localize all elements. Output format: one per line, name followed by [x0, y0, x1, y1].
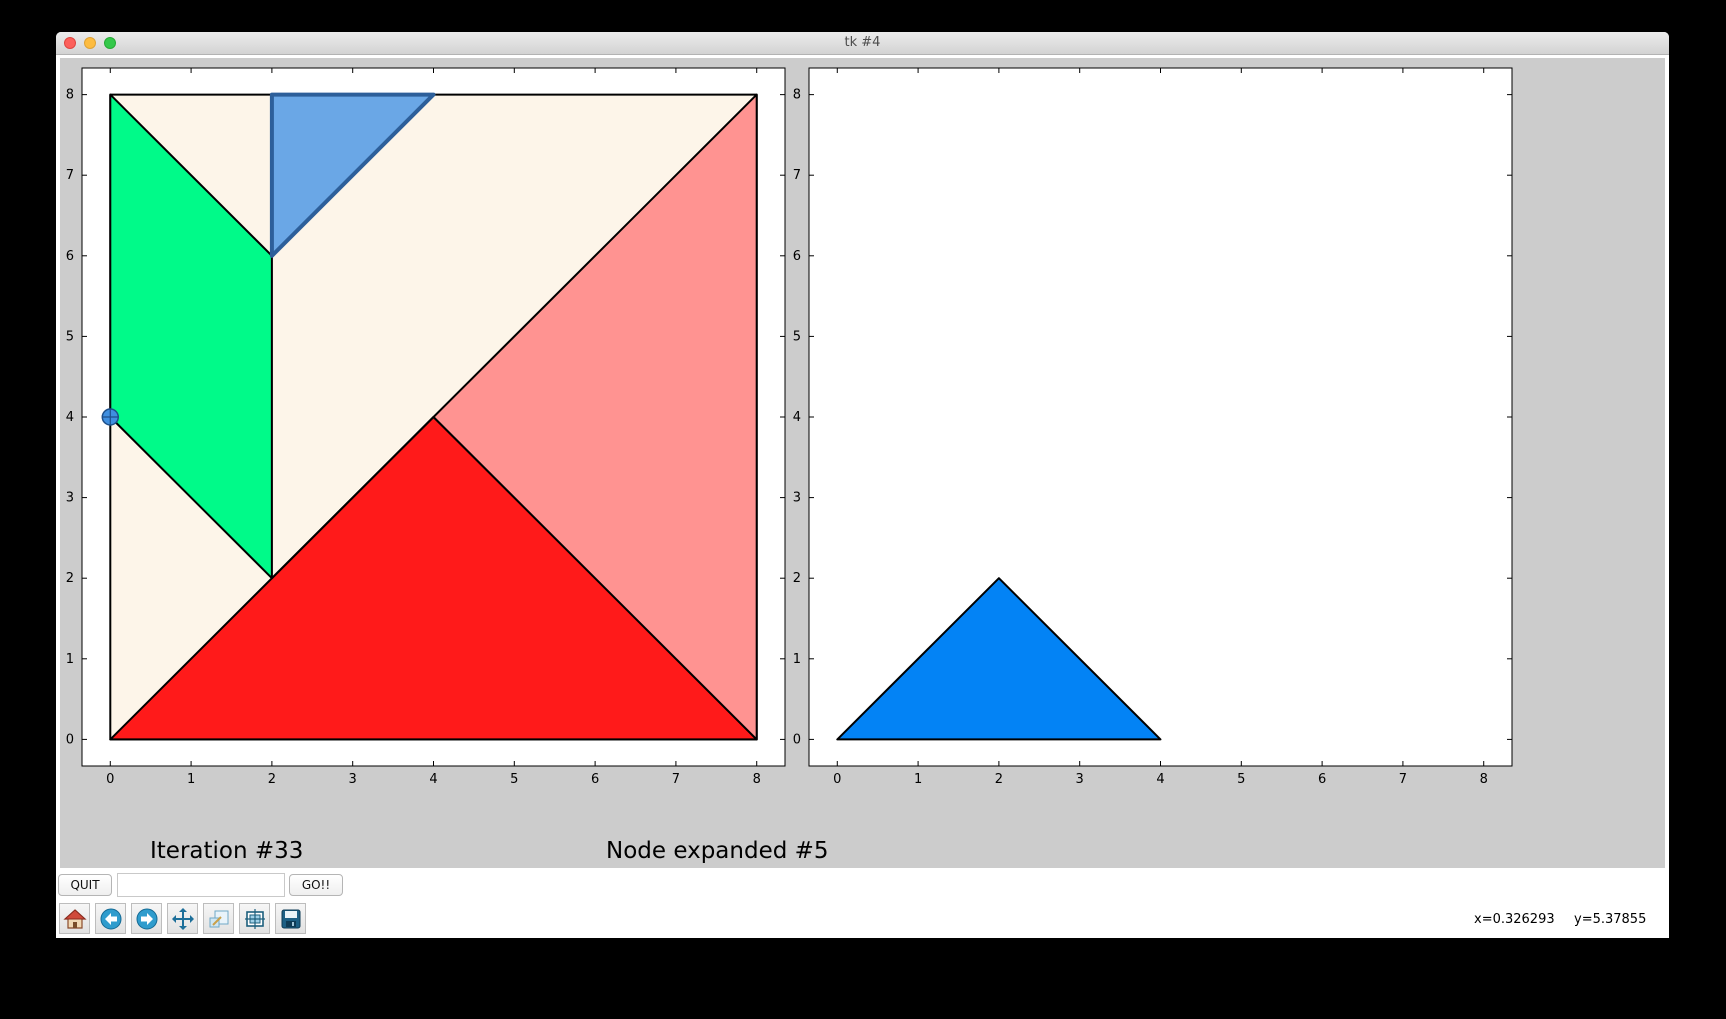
x-coordinate-readout: x=0.326293 [1474, 912, 1555, 927]
maximize-window-button[interactable] [104, 37, 116, 49]
x-tick-label: 4 [429, 772, 437, 787]
y-tick-label: 0 [793, 732, 801, 747]
y-tick-label: 2 [793, 571, 801, 586]
navigation-toolbar: x=0.326293 y=5.37855 [56, 901, 1669, 938]
x-tick-label: 8 [1480, 772, 1488, 787]
figure-svg[interactable]: 0 1 2 3 4 5 6 7 8 0 1 2 3 4 5 6 7 8 0 1 2 3 4 5 6 7 8 0 1 2 3 4 5 6 7 8 It… [60, 58, 1665, 868]
board-axes[interactable]: 0 1 2 3 4 5 6 7 8 0 1 2 3 4 5 6 7 8 [66, 67, 786, 787]
y-tick-label: 6 [66, 249, 74, 264]
y-tick-label: 8 [793, 88, 801, 103]
x-tick-label: 4 [1156, 772, 1164, 787]
home-icon [62, 908, 87, 929]
quit-button[interactable]: QUIT [58, 874, 112, 896]
x-tick-label: 6 [1318, 772, 1326, 787]
y-tick-label: 5 [793, 329, 801, 344]
piece-medium-triangle [836, 577, 1162, 741]
y-tick-label: 0 [66, 732, 74, 747]
y-tick-label: 7 [66, 168, 74, 183]
y-tick-label: 8 [66, 88, 74, 103]
close-window-button[interactable] [64, 37, 76, 49]
command-input[interactable] [117, 873, 285, 897]
control-bar: QUIT GO!! [56, 871, 1669, 901]
x-tick-label: 0 [833, 772, 841, 787]
zoom-button[interactable] [203, 903, 234, 934]
x-tick-label: 2 [268, 772, 276, 787]
y-tick-label: 3 [66, 491, 74, 506]
x-tick-label: 3 [1076, 772, 1084, 787]
forward-button[interactable] [131, 903, 162, 934]
subplots-icon [244, 908, 265, 929]
x-tick-label: 5 [1237, 772, 1245, 787]
minimize-window-button[interactable] [84, 37, 96, 49]
x-tick-label: 6 [591, 772, 599, 787]
y-tick-label: 3 [793, 491, 801, 506]
piece-small-triangle-selected [269, 92, 436, 258]
x-tick-label: 3 [349, 772, 357, 787]
pan-icon [171, 907, 194, 930]
y-tick-label: 6 [793, 249, 801, 264]
y-tick-label: 7 [793, 168, 801, 183]
x-tick-label: 0 [106, 772, 114, 787]
piece-empty-region-edge [271, 416, 435, 579]
x-tick-label: 8 [753, 772, 761, 787]
save-button[interactable] [275, 903, 306, 934]
home-button[interactable] [59, 903, 90, 934]
x-tick-label: 7 [672, 772, 680, 787]
node-expanded-label: Node expanded #5 [606, 838, 829, 864]
iteration-label: Iteration #33 [150, 838, 303, 864]
pan-button[interactable] [167, 903, 198, 934]
window-title: tk #4 [844, 35, 881, 50]
x-tick-label: 2 [995, 772, 1003, 787]
x-tick-label: 7 [1399, 772, 1407, 787]
y-coordinate-readout: y=5.37855 [1574, 912, 1647, 927]
save-icon [281, 909, 300, 928]
x-tick-label: 5 [510, 772, 518, 787]
y-tick-label: 2 [66, 571, 74, 586]
back-icon [100, 908, 121, 929]
y-tick-label: 1 [793, 652, 801, 667]
y-tick-label: 5 [66, 329, 74, 344]
y-tick-label: 4 [793, 410, 801, 425]
y-tick-label: 4 [66, 410, 74, 425]
go-button[interactable]: GO!! [289, 874, 343, 896]
figure-canvas[interactable]: 0 1 2 3 4 5 6 7 8 0 1 2 3 4 5 6 7 8 0 1 2 3 4 5 6 7 8 0 1 2 3 4 5 6 7 8 It… [60, 58, 1665, 868]
y-tick-label: 1 [66, 652, 74, 667]
x-tick-label: 1 [187, 772, 195, 787]
subplots-button[interactable] [239, 903, 270, 934]
forward-icon [136, 908, 157, 929]
x-tick-label: 1 [914, 772, 922, 787]
next-piece-axes[interactable]: 0 1 2 3 4 5 6 7 8 0 1 2 3 4 5 6 7 8 [793, 67, 1513, 787]
back-button[interactable] [95, 903, 126, 934]
piece-large-triangle-right [432, 93, 758, 741]
title-bar: tk #4 [56, 32, 1669, 55]
zoom-icon [209, 910, 228, 927]
app-window: tk #4 0 1 2 3 4 5 6 7 8 0 1 2 3 4 5 6 7 8 0 1 2 3 4 5 6 7 8 0 1 2 3 4 5… [56, 32, 1669, 938]
